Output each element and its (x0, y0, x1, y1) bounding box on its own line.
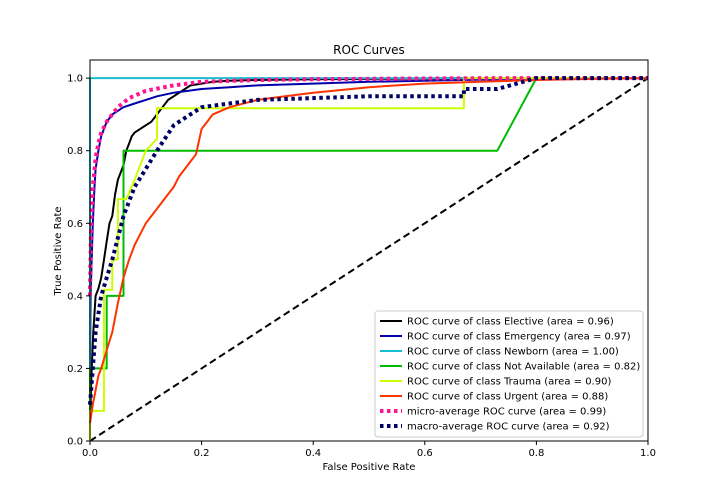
y-tick-label: 0.2 (67, 364, 83, 375)
roc-series-line-0 (89, 77, 648, 423)
legend: ROC curve of class Elective (area = 0.96… (374, 310, 644, 438)
roc-series-line-6 (88, 76, 648, 296)
series-layer (88, 76, 649, 441)
legend-label-3: ROC curve of class Not Available (area =… (407, 362, 640, 373)
x-axis-ticks: 0.0 0.2 0.4 0.6 0.8 1.0 (82, 441, 656, 459)
x-tick-label: 0.2 (194, 448, 210, 459)
legend-label-6: micro-average ROC curve (area = 0.99) (407, 407, 606, 418)
reference-line-layer (89, 77, 649, 442)
y-tick-label: 1.0 (67, 74, 83, 85)
legend-label-4: ROC curve of class Trauma (area = 0.90) (407, 377, 611, 388)
legend-label-1: ROC curve of class Emergency (area = 0.9… (407, 332, 631, 343)
roc-series-line-5 (89, 77, 649, 424)
x-tick-label: 1.0 (640, 448, 656, 459)
legend-label-0: ROC curve of class Elective (area = 0.96… (407, 317, 614, 328)
legend-label-2: ROC curve of class Newborn (area = 1.00) (407, 347, 619, 358)
plot-area (88, 59, 649, 442)
x-tick-label: 0.8 (528, 448, 544, 459)
y-tick-label: 0.8 (67, 146, 83, 157)
roc-series-line-1 (89, 77, 649, 369)
x-tick-label: 0.6 (417, 448, 433, 459)
y-axis-ticks: 0.0 0.2 0.4 0.6 0.8 1.0 (67, 74, 90, 448)
y-tick-label: 0.4 (67, 291, 83, 302)
legend-label-7: macro-average ROC curve (area = 0.92) (407, 422, 610, 433)
plot-frame (89, 59, 649, 442)
roc-series-line-4 (89, 77, 648, 441)
legend-label-5: ROC curve of class Urgent (area = 0.88) (407, 392, 608, 403)
roc-series-line-7 (88, 76, 648, 405)
chart-title: ROC Curves (333, 43, 405, 57)
legend-box (374, 310, 644, 438)
x-axis-label: False Positive Rate (323, 462, 416, 473)
y-axis-label: True Positive Rate (53, 206, 64, 296)
y-tick-label: 0.0 (67, 437, 83, 448)
x-tick-label: 0.0 (82, 448, 98, 459)
y-tick-label: 0.6 (67, 219, 83, 230)
chance-diagonal-line (89, 77, 649, 442)
roc-series-line-3 (89, 77, 648, 441)
x-tick-label: 0.4 (305, 448, 321, 459)
